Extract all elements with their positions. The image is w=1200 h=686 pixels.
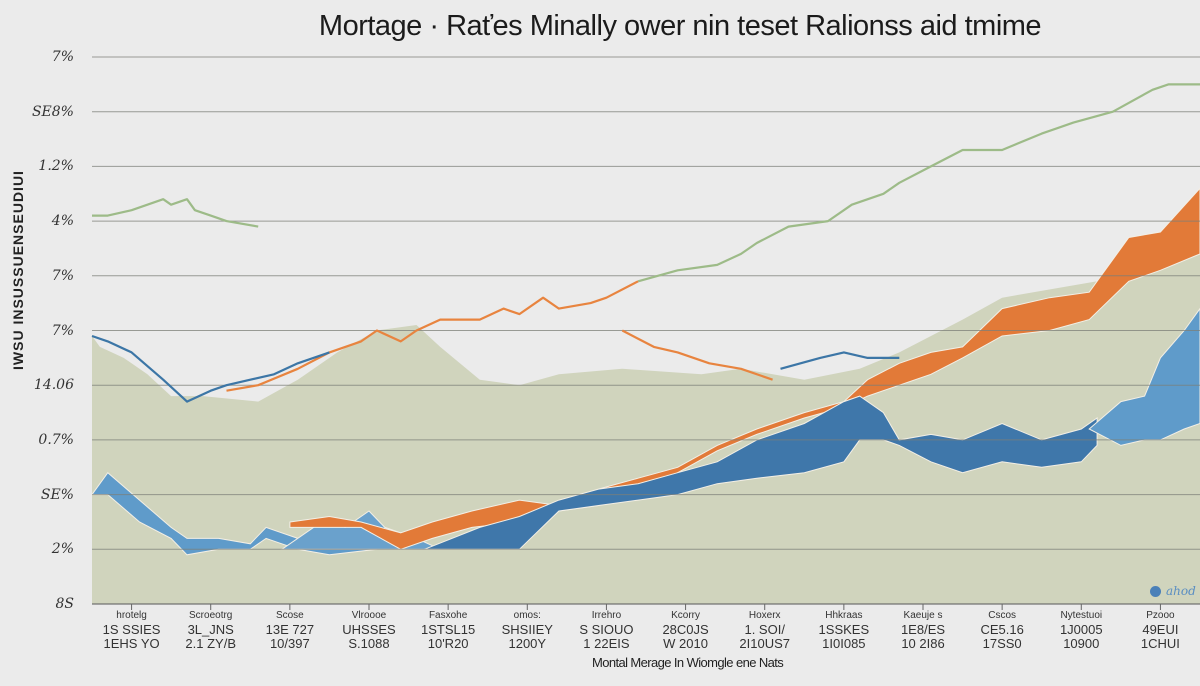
x-axis-title: Montal Merage In Wiomgle ene Nats [592,655,784,670]
x-tick-label-line: 10900 [1063,636,1100,651]
x-tick-label: Pzooo 49EUI 1CHUI [1115,609,1200,651]
x-tick-label: Hoxerx 1. SOI/2I10US7 [720,609,810,651]
green-line [92,198,259,228]
x-tick-label: Scose 13E 727 10/397 [245,609,335,651]
x-tick-label-line: 1J0005 [1059,622,1103,637]
orange-line [621,329,773,381]
x-tick-label-line: 2I10US7 [739,636,790,651]
y-tick-label: 8S [55,596,75,612]
x-tick-label-line: 28C0JS [662,622,709,637]
y-tick-label: 7% [51,49,74,65]
x-tick-label-line: Kcorry [671,610,701,621]
x-tick-label-line: Hoxerx [748,610,781,621]
x-tick-label: Kcorry 28C0JS W 2010 [641,609,731,651]
legend-label: ahod [1166,584,1196,598]
green-line [637,83,1200,283]
x-tick-label-line: 10/397 [269,636,310,651]
x-tick-label-line: S.1088 [348,636,390,651]
x-tick-label: Vlroooe UHSSES S.1088 [324,609,414,651]
x-tick-label-line: 49EUI [1142,622,1179,637]
y-tick-label: 7% [51,267,74,284]
chart-title: Mortage · Raťes Minally ower nin teset R… [318,10,1042,42]
legend-marker [1150,585,1161,597]
x-tick-label-line: 1EHS YO [103,636,160,651]
x-tick-label: Hhkraas 1SSKES 1I0I085 [799,609,889,651]
x-tick-label-line: 10 2I86 [901,636,945,651]
y-tick-label: SE8% [31,103,74,120]
x-tick-label-line: Pzooo [1146,610,1175,621]
x-tick-label-line: Vlroooe [351,610,387,621]
x-tick-label-line: Scose [275,610,304,621]
x-tick-label-line: omos: [513,610,541,621]
x-tick-label: hrotelg 1S SSIES 1EHS YO [87,609,177,651]
x-tick-label-line: 17SS0 [982,636,1022,651]
x-tick-label-line: 1STSL15 [421,622,476,637]
x-tick-label-line: 1. SOI/ [744,622,785,637]
x-tick-label-line: Scroeotrg [189,610,233,621]
x-tick-label: Cscos CE5.16 17SS0 [957,609,1047,651]
x-tick-label-line: 13E 727 [265,622,315,637]
x-tick-label-line: 10'R20 [427,636,469,651]
y-tick-label: 4% [51,213,74,230]
x-tick-label-line: 1200Y [508,636,547,651]
x-tick-label: omos: SHSIIEY 1200Y [482,609,572,651]
x-tick-label-line: 1E8/ES [900,622,946,637]
x-tick-label: Kaeuje s 1E8/ES 10 2I86 [878,609,968,651]
x-tick-label-line: CE5.16 [980,622,1024,637]
y-tick-label: 0.7% [38,431,74,448]
x-tick-label-line: 2.1 ZY/B [185,636,236,651]
y-tick-label: 2% [51,541,74,558]
x-tick-label-line: 1S SSIES [102,622,161,637]
x-tick-label-line: Irrehro [591,610,622,621]
blue-line [780,351,900,370]
x-tick-label-line: 3L_JNS [187,622,234,637]
x-tick-label-line: S SIOUO [579,622,634,637]
x-tick-label-line: UHSSES [342,622,396,637]
blue-line [91,334,330,403]
x-tick-label-line: 1SSKES [818,622,870,637]
x-tick-label-line: Cscos [988,610,1017,621]
x-tick-label-line: 1CHUI [1140,636,1180,651]
x-tick-label-line: 1I0I085 [822,636,866,651]
y-tick-label: 1.2% [38,158,74,175]
x-tick-label-line: Hhkraas [825,610,863,621]
y-tick-label: 14.06 [33,377,74,394]
x-tick-label-line: Nytestuoi [1060,610,1103,621]
x-tick-label: Scroeotrg 3L_JNS 2.1 ZY/B [166,609,256,651]
x-tick-label-line: 1 22EIS [583,636,630,651]
x-tick-label-line: Fasxohe [428,610,468,621]
light-blue-band-right [1088,307,1200,446]
x-tick-label: Fasxohe 1STSL15 10'R20 [403,609,493,651]
x-tick-label-line: SHSIIEY [501,622,553,637]
x-tick-label-line: Kaeuje s [903,610,943,621]
legend: ahod [1150,584,1196,598]
x-tick-label: Nytestuoi 1J0005 10900 [1036,609,1126,651]
x-tick-label: Irrehro S SIOUO 1 22EIS [561,609,651,651]
x-tick-label-line: hrotelg [116,610,147,621]
y-tick-label: SE% [40,486,74,503]
x-tick-label-line: W 2010 [663,636,708,651]
y-tick-label: 7% [51,322,74,339]
